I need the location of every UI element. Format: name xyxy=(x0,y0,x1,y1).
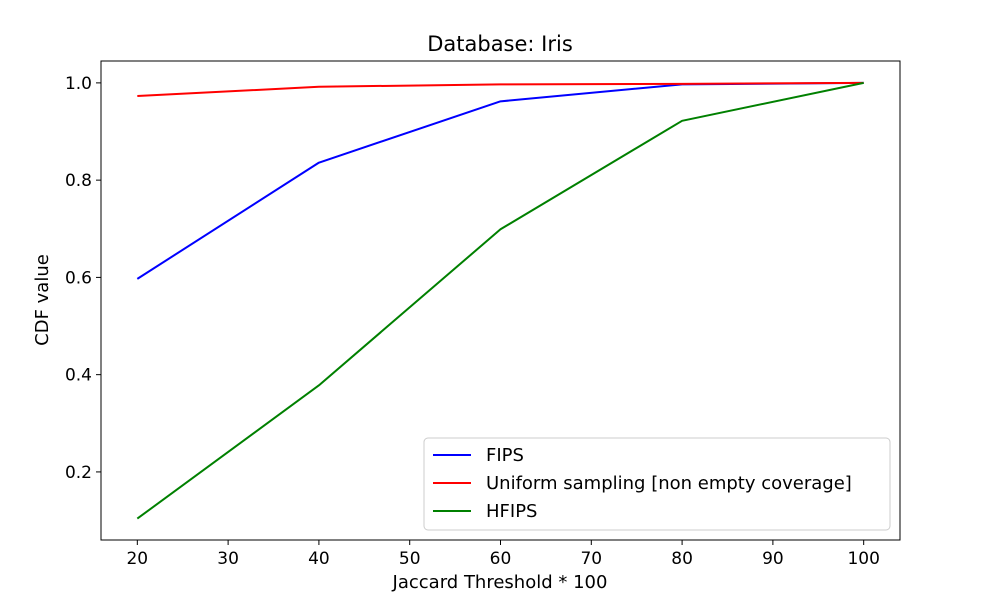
y-tick-label: 0.6 xyxy=(65,268,92,288)
series-line-2 xyxy=(137,81,864,98)
legend-label: FIPS xyxy=(486,445,524,466)
y-tick-label: 1.0 xyxy=(65,74,92,94)
legend-label: HFIPS xyxy=(486,501,537,522)
x-tick-label: 40 xyxy=(308,549,330,569)
chart-title: Database: Iris xyxy=(427,32,573,56)
x-tick-label: 20 xyxy=(126,549,148,569)
x-tick-label: 50 xyxy=(399,549,421,569)
series-lines xyxy=(136,81,864,520)
x-axis-label: Jaccard Threshold * 100 xyxy=(392,572,608,593)
x-tick-label: 30 xyxy=(217,549,239,569)
legend: FIPS Uniform sampling [non empty coverage… xyxy=(423,437,891,531)
x-axis: 20 30 40 50 60 70 80 90 100 xyxy=(126,540,880,569)
y-axis-label: CDF value xyxy=(32,254,53,346)
series-line-1 xyxy=(136,81,864,280)
x-tick-label: 60 xyxy=(490,549,512,569)
x-tick-label: 90 xyxy=(762,549,784,569)
y-tick-label: 0.8 xyxy=(65,171,92,191)
legend-box xyxy=(423,437,891,531)
x-tick-label: 80 xyxy=(671,549,693,569)
series-line-3 xyxy=(136,81,864,520)
y-tick-label: 0.2 xyxy=(65,463,92,483)
legend-label: Uniform sampling [non empty coverage] xyxy=(486,473,852,494)
y-tick-label: 0.4 xyxy=(65,366,92,386)
y-axis: 0.2 0.4 0.6 0.8 1.0 xyxy=(65,74,101,483)
x-tick-label: 70 xyxy=(580,549,602,569)
x-tick-label: 100 xyxy=(847,549,879,569)
